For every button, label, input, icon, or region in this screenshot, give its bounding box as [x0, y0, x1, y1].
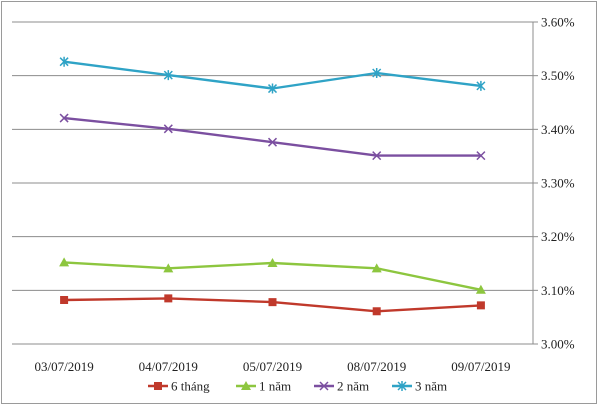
series — [59, 257, 486, 294]
x-tick-label: 03/07/2019 — [34, 359, 93, 374]
x-tick-label: 08/07/2019 — [347, 359, 406, 374]
data-point-star-marker — [59, 56, 69, 67]
y-tick-label: 3.30% — [541, 176, 575, 191]
data-point-star-marker — [372, 67, 382, 78]
data-point-square-marker — [164, 294, 173, 303]
data-point-square-marker — [60, 295, 69, 304]
y-tick-label: 3.10% — [541, 283, 575, 298]
data-point-x-marker — [319, 381, 329, 391]
data-point-x-marker — [163, 124, 173, 134]
data-point-triangle-marker — [371, 263, 382, 273]
data-point-star-marker — [163, 70, 173, 81]
x-tick-label: 05/07/2019 — [243, 359, 302, 374]
data-point-triangle-marker — [475, 284, 486, 294]
legend-item: 2 năm — [314, 379, 369, 394]
data-point-x-marker — [476, 151, 486, 161]
y-tick-label: 3.50% — [541, 68, 575, 83]
data-point-star-marker — [397, 381, 407, 391]
data-point-star-marker — [476, 80, 486, 91]
data-point-square-marker — [476, 301, 485, 310]
legend-item: 1 năm — [236, 379, 291, 394]
data-point-triangle-marker — [163, 263, 174, 273]
data-point-triangle-marker — [241, 381, 251, 390]
series-group — [59, 56, 486, 316]
y-tick-label: 3.40% — [541, 122, 575, 137]
data-point-x-marker — [267, 137, 278, 147]
data-point-star-marker — [267, 83, 278, 94]
legend-label: 1 năm — [259, 379, 291, 394]
y-axis-tick-labels: 3.00% 3.10% 3.20% 3.30% 3.40% 3.50% 3.60% — [541, 15, 575, 352]
legend-item: 6 tháng — [148, 379, 210, 394]
y-tick-label: 3.60% — [541, 15, 575, 30]
legend-item: 3 năm — [392, 379, 447, 394]
series — [59, 56, 486, 94]
legend-label: 2 năm — [337, 379, 369, 394]
gridlines — [12, 21, 538, 345]
data-point-triangle-marker — [59, 257, 70, 267]
y-tick-label: 3.20% — [541, 229, 575, 244]
legend-label: 6 tháng — [171, 379, 210, 394]
data-point-square-marker — [268, 298, 277, 307]
data-point-x-marker — [59, 113, 69, 123]
legend-label: 3 năm — [415, 379, 447, 394]
data-point-square-marker — [372, 307, 381, 316]
data-point-square-marker — [154, 382, 162, 390]
series — [60, 294, 485, 316]
x-tick-label: 04/07/2019 — [139, 359, 198, 374]
series-line — [63, 116, 481, 157]
data-point-triangle-marker — [267, 257, 278, 267]
data-point-x-marker — [372, 151, 382, 161]
series — [59, 113, 486, 161]
x-tick-label: 09/07/2019 — [451, 359, 510, 374]
legend: 6 tháng 1 năm 2 năm 3 năm — [148, 379, 447, 394]
x-axis-tick-labels: 03/07/2019 04/07/2019 05/07/2019 08/07/2019… — [34, 359, 510, 374]
y-tick-label: 3.00% — [541, 337, 575, 352]
